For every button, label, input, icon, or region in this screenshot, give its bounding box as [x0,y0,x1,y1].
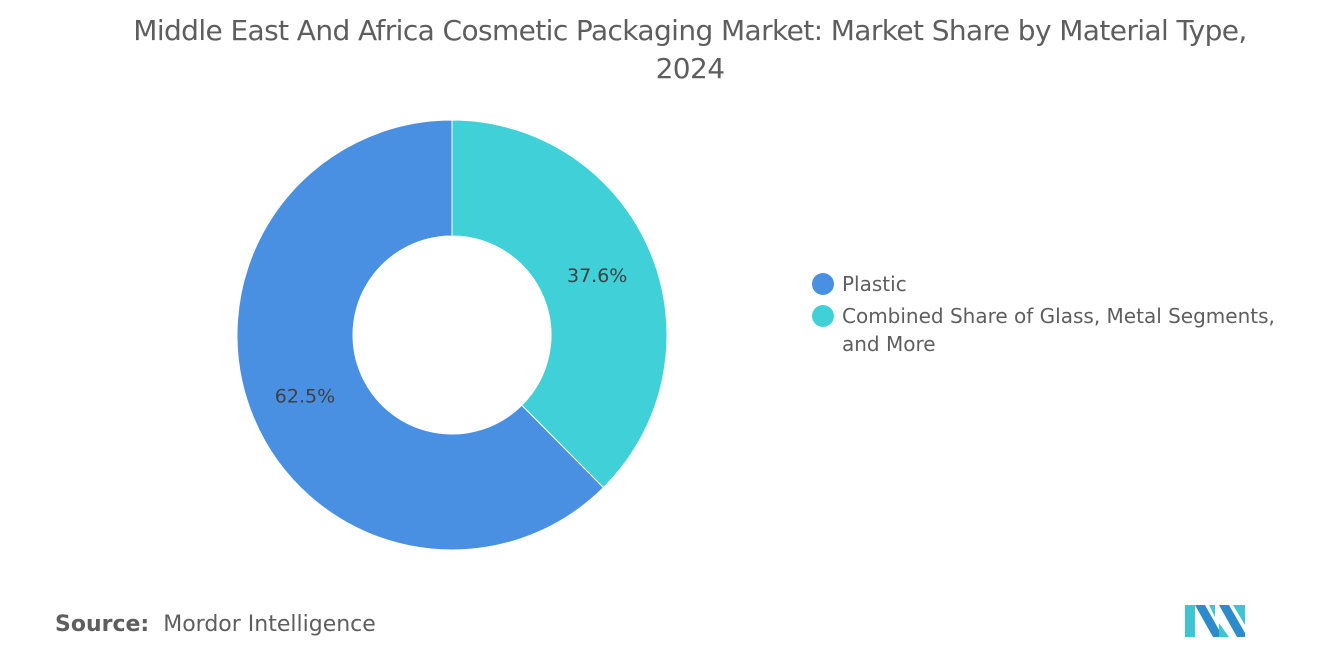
data-label: 62.5% [275,386,335,408]
legend-item-combined[interactable]: Combined Share of Glass, Metal Segments,… [812,302,1282,358]
source-label: Source: [55,612,150,637]
source-value: Mordor Intelligence [163,612,376,637]
legend-label: Combined Share of Glass, Metal Segments,… [842,304,1275,356]
legend-swatch [812,273,834,295]
slice-1[interactable] [236,119,605,551]
source-note: Source: Mordor Intelligence [55,612,376,637]
data-label: 37.6% [567,265,627,287]
legend-swatch [812,305,834,327]
slice-0[interactable] [451,119,668,489]
chart-title: Middle East And Africa Cosmetic Packagin… [133,14,1247,85]
legend-item-plastic[interactable]: Plastic [812,270,1282,298]
legend-label: Plastic [842,272,907,296]
mordor-logo-icon [1185,605,1245,637]
